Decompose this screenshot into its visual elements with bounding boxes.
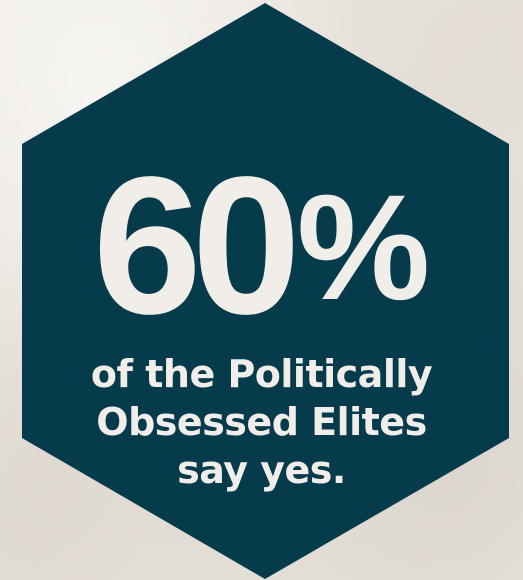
stat-percentage: 60% (0, 148, 523, 359)
stat-caption: of the Politically Obsessed Elites say y… (0, 350, 523, 494)
hexagon-shape (22, 3, 509, 579)
caption-line-1: of the Politically (90, 352, 433, 396)
stat-number: 60 (92, 136, 301, 355)
caption-line-3: say yes. (177, 448, 346, 492)
percent-sign: % (296, 163, 431, 331)
caption-line-2: Obsessed Elites (96, 400, 427, 444)
